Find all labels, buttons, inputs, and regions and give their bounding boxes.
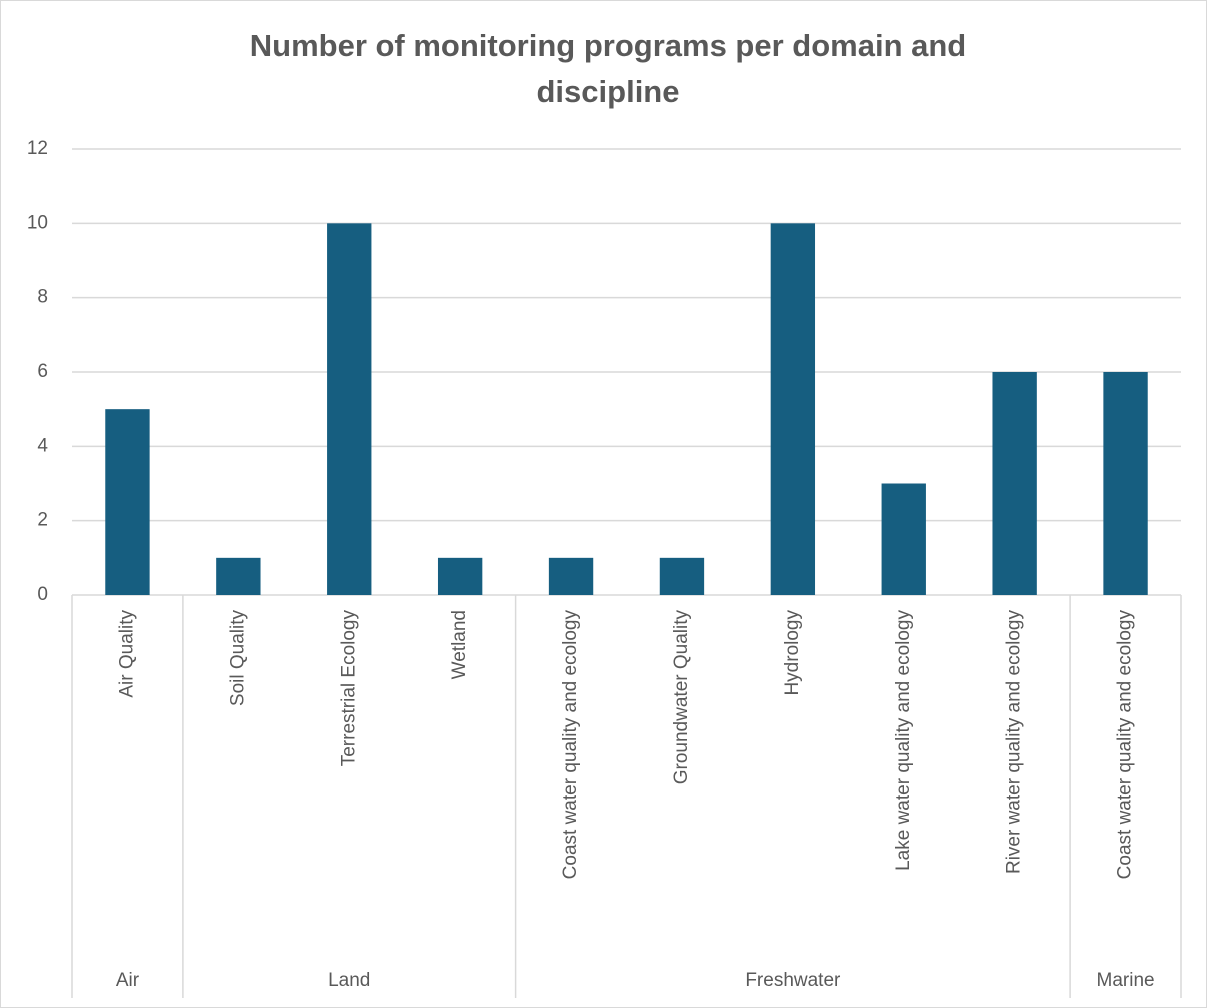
bar [548, 557, 594, 595]
bar [1103, 372, 1148, 595]
group-label: Freshwater [745, 970, 841, 991]
x-tick-label: Groundwater Quality [671, 610, 692, 785]
y-tick-label: 6 [37, 361, 48, 382]
x-tick-label: Soil Quality [227, 610, 248, 707]
bar [659, 557, 705, 595]
bar [105, 409, 150, 595]
chart-title: Number of monitoring programs per domain… [250, 28, 966, 63]
bar [437, 557, 483, 595]
x-tick-label: Terrestrial Ecology [338, 610, 359, 767]
x-tick-label: Air Quality [116, 610, 137, 698]
y-tick-label: 10 [27, 212, 48, 233]
y-tick-label: 2 [37, 510, 48, 531]
x-tick-label: Lake water quality and ecology [893, 610, 914, 871]
group-label: Air [116, 970, 140, 991]
x-tick-label: Hydrology [782, 610, 803, 696]
bar [992, 372, 1037, 595]
bar [327, 223, 372, 596]
y-tick-label: 0 [37, 584, 48, 605]
bar [216, 557, 261, 595]
y-tick-label: 4 [37, 435, 48, 456]
x-tick-label: Coast water quality and ecology [560, 610, 581, 880]
group-label: Marine [1097, 970, 1155, 991]
chart-title: discipline [537, 74, 680, 109]
x-tick-label: River water quality and ecology [1004, 610, 1025, 875]
group-label: Land [328, 970, 370, 991]
y-tick-label: 8 [37, 287, 48, 308]
x-tick-label: Wetland [449, 610, 470, 679]
x-tick-label: Coast water quality and ecology [1115, 610, 1136, 880]
bar [881, 483, 926, 595]
y-tick-label: 12 [27, 138, 48, 159]
bar [770, 223, 816, 596]
